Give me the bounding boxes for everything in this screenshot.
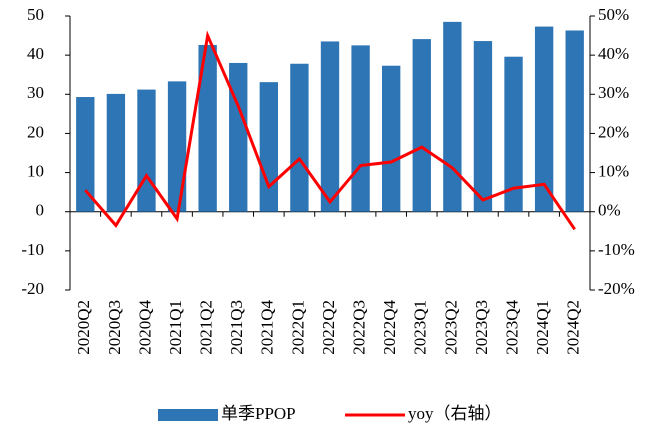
bar bbox=[351, 45, 370, 212]
x-tick-label: 2021Q1 bbox=[166, 300, 185, 355]
bar bbox=[290, 63, 309, 212]
x-tick-label: 2020Q3 bbox=[105, 300, 124, 355]
bar bbox=[473, 41, 493, 212]
x-tick-label: 2021Q3 bbox=[227, 300, 246, 355]
line bbox=[84, 30, 576, 231]
bar bbox=[259, 82, 278, 212]
y2-tick-label: 0% bbox=[598, 201, 621, 220]
x-tick-label: 2023Q4 bbox=[502, 300, 521, 355]
bar bbox=[106, 93, 126, 212]
bar bbox=[443, 21, 462, 212]
y2-tick-label: 30% bbox=[598, 83, 629, 102]
x-tick-label: 2021Q4 bbox=[258, 300, 277, 355]
y-tick-label: 20 bbox=[27, 122, 44, 141]
x-tick-label: 2020Q4 bbox=[135, 300, 154, 355]
y-tick-label: 0 bbox=[36, 201, 45, 220]
bar bbox=[320, 41, 340, 212]
legend-label: 单季PPOP bbox=[221, 404, 296, 423]
bar bbox=[76, 97, 95, 212]
y2-tick-label: 10% bbox=[598, 161, 629, 180]
y-tick-label: 30 bbox=[27, 83, 44, 102]
x-tick-label: 2024Q1 bbox=[533, 300, 552, 355]
bar bbox=[137, 89, 156, 212]
x-tick-label: 2023Q2 bbox=[441, 300, 460, 355]
y2-tick-label: -20% bbox=[598, 279, 635, 298]
legend-label: yoy（右轴） bbox=[408, 404, 502, 423]
y-tick-label: 50 bbox=[27, 5, 44, 24]
y-tick-label: -20 bbox=[21, 279, 44, 298]
bar bbox=[198, 44, 217, 212]
x-tick-label: 2022Q3 bbox=[349, 300, 368, 355]
bar bbox=[504, 56, 523, 212]
y2-tick-label: -10% bbox=[598, 240, 635, 259]
x-tick-label: 2021Q2 bbox=[197, 300, 216, 355]
y2-tick-label: 50% bbox=[598, 5, 629, 24]
y-tick-label: -10 bbox=[21, 240, 44, 259]
bar bbox=[412, 39, 431, 212]
bar bbox=[534, 26, 554, 212]
bar bbox=[229, 62, 248, 212]
x-tick-label: 2022Q2 bbox=[319, 300, 338, 355]
y2-tick-label: 20% bbox=[598, 122, 629, 141]
x-tick-label: 2023Q1 bbox=[411, 300, 430, 355]
x-tick-label: 2022Q4 bbox=[380, 300, 399, 355]
y2-tick-label: 40% bbox=[598, 44, 629, 63]
x-tick-label: 2024Q2 bbox=[564, 300, 583, 355]
bar bbox=[565, 30, 584, 212]
y-tick-label: 40 bbox=[27, 44, 44, 63]
y-tick-label: 10 bbox=[27, 161, 44, 180]
x-tick-label: 2023Q3 bbox=[472, 300, 491, 355]
bar bbox=[167, 81, 187, 212]
x-tick-label: 2020Q2 bbox=[74, 300, 93, 355]
bar bbox=[382, 65, 401, 212]
legend-swatch bbox=[158, 409, 218, 421]
x-tick-label: 2022Q1 bbox=[288, 300, 307, 355]
